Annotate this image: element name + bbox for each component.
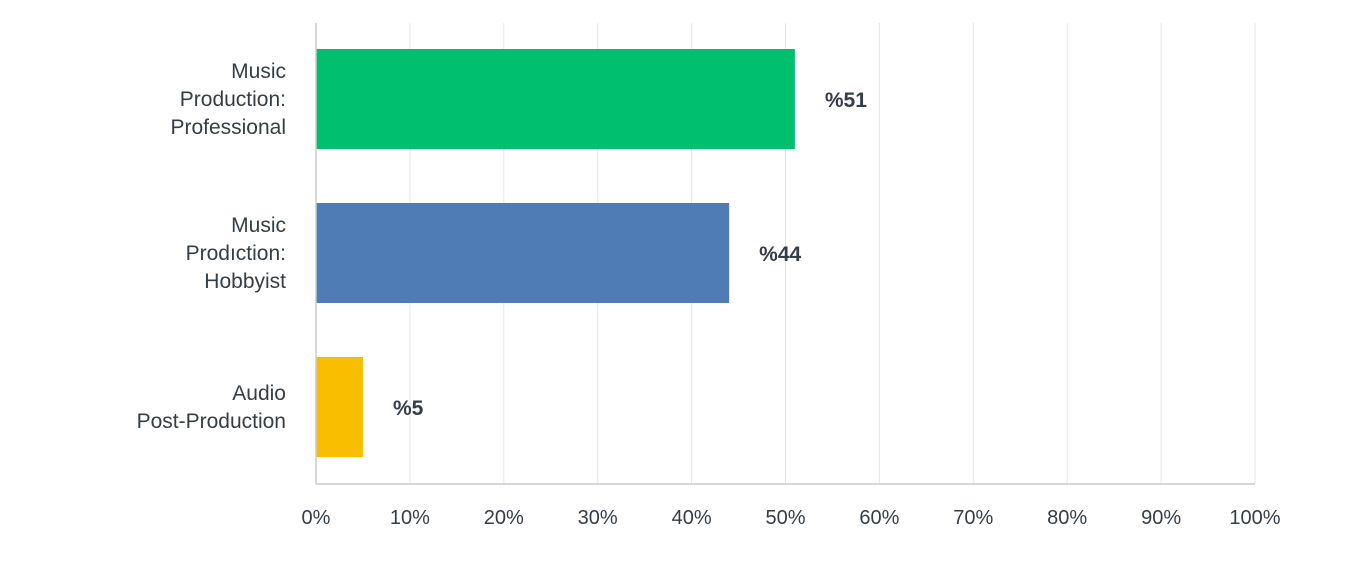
bar: [316, 49, 795, 149]
data-label: %5: [393, 397, 424, 420]
axes: [315, 23, 1255, 485]
bar: [316, 357, 363, 457]
category-label: Music Prodıction: Hobbyist: [186, 214, 287, 293]
category-label-line: Audio: [232, 382, 286, 405]
x-tick-label: 50%: [765, 507, 805, 529]
x-tick-label: 40%: [672, 507, 712, 529]
category-label-line: Prodıction:: [186, 242, 286, 265]
data-label: %44: [759, 243, 801, 266]
category-label: Audio Post-Production: [137, 382, 286, 433]
category-label-line: Production:: [180, 88, 286, 111]
x-tick-label: 100%: [1229, 507, 1280, 529]
category-label-line: Music: [231, 214, 286, 237]
x-tick-label: 70%: [953, 507, 993, 529]
category-label: Music Production: Professional: [170, 60, 286, 139]
category-label-line: Post-Production: [137, 410, 286, 433]
x-tick-label: 60%: [859, 507, 899, 529]
bars: [316, 49, 795, 457]
category-label-line: Hobbyist: [204, 270, 286, 293]
x-tick-label: 10%: [390, 507, 430, 529]
category-label-line: Professional: [170, 116, 286, 139]
x-tick-label: 0%: [302, 507, 331, 529]
data-label: %51: [825, 89, 867, 112]
x-tick-label: 80%: [1047, 507, 1087, 529]
category-label-line: Music: [231, 60, 286, 83]
bar: [316, 203, 730, 303]
x-tick-label: 90%: [1141, 507, 1181, 529]
labels: 0% 10% 20% 30% 40% 50% 60% 70% 80% 90% 100% %51 Musi…: [137, 60, 1281, 529]
x-tick-label: 20%: [484, 507, 524, 529]
x-tick-label: 30%: [578, 507, 618, 529]
